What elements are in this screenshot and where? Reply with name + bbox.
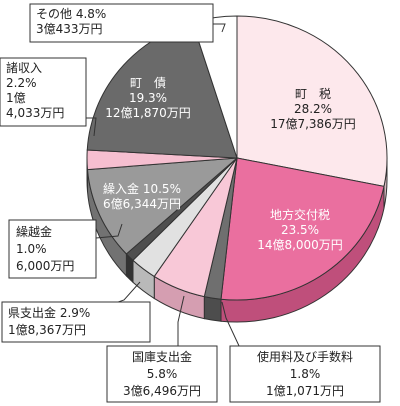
callout-usage-fees xyxy=(229,345,381,403)
label-misc-income: 諸収入 2.2% 1億 4,033万円 xyxy=(6,60,64,120)
label-local-allocation-tax: 地方交付税 23.5% 14億8,000万円 xyxy=(257,207,343,252)
pie-slice-0 xyxy=(236,15,388,187)
label-national-subsidy: 国庫支出金 5.8% 3億6,496万円 xyxy=(123,349,201,398)
callout-prefectural-subsidy xyxy=(1,301,151,343)
leader-misc-income xyxy=(86,117,97,137)
label-prefectural-subsidy: 県支出金 2.9% 1億8,367万円 xyxy=(8,305,90,337)
pie-slice-6 xyxy=(86,157,239,255)
callout-national-subsidy xyxy=(106,345,218,403)
callout-misc-income xyxy=(0,57,87,127)
pie-slices xyxy=(86,15,388,301)
label-town-tax: 町 税 28.2% 17億7,386万円 xyxy=(270,87,356,131)
pie-side-2 xyxy=(203,295,222,322)
pie-slice-1 xyxy=(220,157,385,301)
label-other: その他 4.8% 3億433万円 xyxy=(36,7,106,36)
callout-other xyxy=(29,3,214,43)
leader-other xyxy=(213,23,226,33)
leader-usage-fees xyxy=(221,301,241,349)
leader-national-subsidy xyxy=(177,295,185,346)
label-transfer-funds: 繰入金 10.5% 6億6,344万円 xyxy=(103,181,181,211)
callout-carryover xyxy=(8,219,97,279)
label-town-bond: 町 債 19.3% 12億1,870万円 xyxy=(105,75,191,120)
label-usage-fees: 使用料及び手数料 1.8% 1億1,071万円 xyxy=(257,349,353,398)
leader-carryover xyxy=(95,223,123,239)
label-carryover: 繰越金 1.0% 6,000万円 xyxy=(16,224,74,273)
